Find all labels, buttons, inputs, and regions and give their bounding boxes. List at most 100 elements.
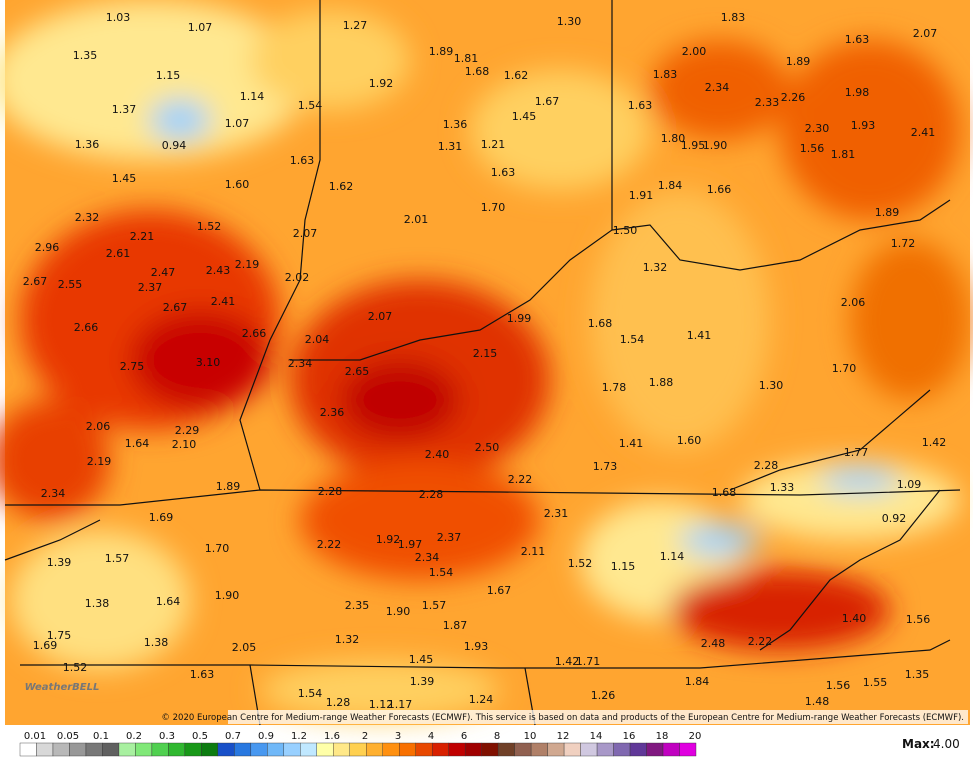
value-label: 1.52 xyxy=(63,661,88,674)
value-label: 1.45 xyxy=(512,110,537,123)
value-label: 1.64 xyxy=(125,437,150,450)
legend-swatch xyxy=(514,742,532,757)
precip-field xyxy=(0,0,970,725)
value-label: 2.11 xyxy=(521,545,546,558)
value-label: 2.05 xyxy=(232,641,257,654)
value-label: 2.67 xyxy=(163,301,188,314)
value-label: 1.81 xyxy=(831,148,856,161)
value-label: 1.69 xyxy=(149,511,174,524)
legend-label: 0.7 xyxy=(225,731,241,742)
value-label: 1.56 xyxy=(826,679,851,692)
legend-swatch xyxy=(464,742,482,757)
value-label: 0.92 xyxy=(882,512,907,525)
value-label: 1.39 xyxy=(47,556,72,569)
value-label: 2.75 xyxy=(120,360,145,373)
legend-swatch xyxy=(184,742,202,757)
value-label: 2.43 xyxy=(206,264,231,277)
value-label: 1.27 xyxy=(343,19,368,32)
value-label: 1.67 xyxy=(487,584,512,597)
legend-swatch xyxy=(217,742,235,757)
value-label: 1.89 xyxy=(216,480,241,493)
value-label: 2.21 xyxy=(130,230,155,243)
value-label: 1.80 xyxy=(661,132,686,145)
legend-swatch xyxy=(382,742,400,757)
legend-label: 12 xyxy=(557,731,570,742)
value-label: 2.28 xyxy=(318,485,343,498)
legend-label: 1.2 xyxy=(291,731,307,742)
logo: WeatherBELL xyxy=(25,682,100,693)
value-label: 1.68 xyxy=(712,486,737,499)
value-label: 2.00 xyxy=(682,45,707,58)
value-label: 2.34 xyxy=(41,487,66,500)
value-label: 1.77 xyxy=(844,446,869,459)
value-label: 1.42 xyxy=(555,655,580,668)
value-label: 1.91 xyxy=(629,189,654,202)
value-label: 1.88 xyxy=(649,376,674,389)
value-labels: 1.03 1.07 1.27 1.30 1.83 1.63 2.07 1.35 1.15 1.89… xyxy=(23,11,947,711)
value-label: 1.70 xyxy=(205,542,230,555)
value-label: 1.67 xyxy=(535,95,560,108)
value-label: 1.83 xyxy=(653,68,678,81)
value-label: 1.54 xyxy=(298,99,323,112)
legend-label: 14 xyxy=(590,731,603,742)
value-label: 1.24 xyxy=(469,693,494,706)
legend-swatch xyxy=(448,742,466,757)
value-label: 1.70 xyxy=(481,201,506,214)
value-label: 1.17 xyxy=(388,698,413,711)
value-label: 1.31 xyxy=(438,140,463,153)
value-label: 2.47 xyxy=(151,266,176,279)
legend-swatch xyxy=(481,742,499,757)
value-label: 2.02 xyxy=(285,271,310,284)
value-label: 1.21 xyxy=(481,138,506,151)
value-label: 2.07 xyxy=(913,27,938,40)
legend-label: 0.05 xyxy=(57,731,79,742)
value-label: 1.73 xyxy=(593,460,618,473)
legend-swatch xyxy=(201,742,219,757)
value-label: 1.54 xyxy=(620,333,645,346)
value-label: 1.42 xyxy=(922,436,947,449)
value-label: 2.41 xyxy=(911,126,936,139)
value-label: 1.89 xyxy=(875,206,900,219)
legend-label: 20 xyxy=(689,731,702,742)
value-label: 1.81 xyxy=(454,52,479,65)
legend-swatch xyxy=(300,742,317,757)
value-label: 2.01 xyxy=(404,213,429,226)
value-label: 1.87 xyxy=(443,619,468,632)
value-label: 2.04 xyxy=(305,333,330,346)
value-label: 2.61 xyxy=(106,247,131,260)
value-label: 1.52 xyxy=(568,557,593,570)
value-label: 2.19 xyxy=(235,258,260,271)
value-label: 2.37 xyxy=(138,281,163,294)
legend-label: 0.2 xyxy=(126,731,142,742)
value-label: 1.56 xyxy=(906,613,931,626)
legend-swatch xyxy=(69,742,87,757)
value-label: 1.41 xyxy=(619,437,644,450)
value-label: 2.36 xyxy=(320,406,345,419)
value-label: 1.99 xyxy=(507,312,532,325)
value-label: 1.98 xyxy=(845,86,870,99)
legend-label: 16 xyxy=(623,731,636,742)
value-label: 2.37 xyxy=(437,531,462,544)
legend-swatch xyxy=(415,742,433,757)
value-label: 1.39 xyxy=(410,675,435,688)
legend-swatch xyxy=(530,742,548,757)
value-label: 2.29 xyxy=(175,424,200,437)
value-label: 2.32 xyxy=(75,211,100,224)
legend-swatch xyxy=(250,742,268,757)
value-label: 3.10 xyxy=(196,356,221,369)
value-label: 1.38 xyxy=(85,597,110,610)
legend-swatch xyxy=(234,742,252,757)
value-label: 1.63 xyxy=(290,154,315,167)
value-label: 2.06 xyxy=(86,420,111,433)
value-label: 1.26 xyxy=(591,689,616,702)
value-label: 1.57 xyxy=(422,599,447,612)
max-label: Max: xyxy=(902,737,935,751)
legend-swatch xyxy=(135,742,153,757)
value-label: 1.90 xyxy=(386,605,411,618)
value-label: 2.50 xyxy=(475,441,500,454)
legend-label: 4 xyxy=(428,731,434,742)
value-label: 1.28 xyxy=(326,696,351,709)
value-label: 2.96 xyxy=(35,241,60,254)
value-label: 2.33 xyxy=(755,96,780,109)
